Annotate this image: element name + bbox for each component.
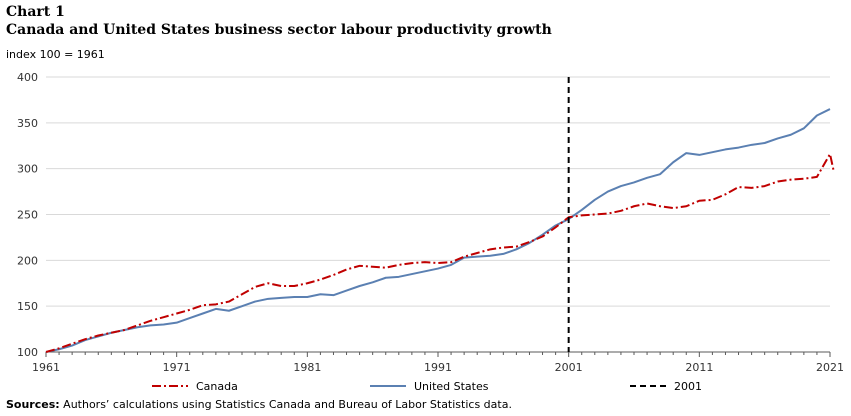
series-layer (45, 77, 835, 353)
y-tick-label-300: 300 (17, 163, 38, 176)
x-tick-label-2021: 2021 (816, 361, 844, 374)
y-tick-label-250: 250 (17, 209, 38, 222)
legend-swatch-2001 (630, 385, 666, 387)
source-note: Sources: Authors’ calculations using Sta… (6, 398, 512, 411)
y-tick-label-400: 400 (17, 71, 38, 84)
y-tick-label-200: 200 (17, 254, 38, 267)
legend-label-united-states: United States (414, 379, 489, 393)
x-tick-label-1981: 1981 (293, 361, 321, 374)
chart-title: Canada and United States business sector… (6, 22, 552, 38)
x-tick-label-1971: 1971 (163, 361, 191, 374)
legend: Canada United States 2001 (0, 376, 851, 396)
y-tick-label-100: 100 (17, 346, 38, 359)
source-label: Sources: (6, 398, 60, 411)
y-tick-label-150: 150 (17, 300, 38, 313)
axis-layer: 100 150 200 250 300 350 400 1961 1971 1981 1991 200… (17, 71, 844, 374)
x-tick-label-2011: 2011 (685, 361, 713, 374)
chart-label: Chart 1 (6, 4, 65, 20)
grid-layer (46, 76, 830, 307)
x-tick-label-2001: 2001 (555, 361, 583, 374)
legend-item-canada: Canada (150, 376, 238, 396)
legend-label-2001: 2001 (674, 379, 702, 393)
legend-item-2001: 2001 (628, 376, 702, 396)
y-tick-label-350: 350 (17, 117, 38, 130)
legend-label-canada: Canada (196, 379, 238, 393)
x-tick-label-1991: 1991 (424, 361, 452, 374)
chart-heading: Chart 1 Canada and United States busines… (6, 4, 552, 39)
source-text: Authors’ calculations using Statistics C… (63, 398, 512, 411)
series-line-canada (45, 153, 835, 353)
legend-swatch-united-states (370, 385, 406, 387)
series-line-united-states (45, 108, 831, 353)
x-tick-label-1961: 1961 (32, 361, 60, 374)
legend-swatch-canada (152, 385, 188, 387)
legend-item-united-states: United States (368, 376, 489, 396)
chart-subtitle: index 100 = 1961 (6, 48, 105, 61)
